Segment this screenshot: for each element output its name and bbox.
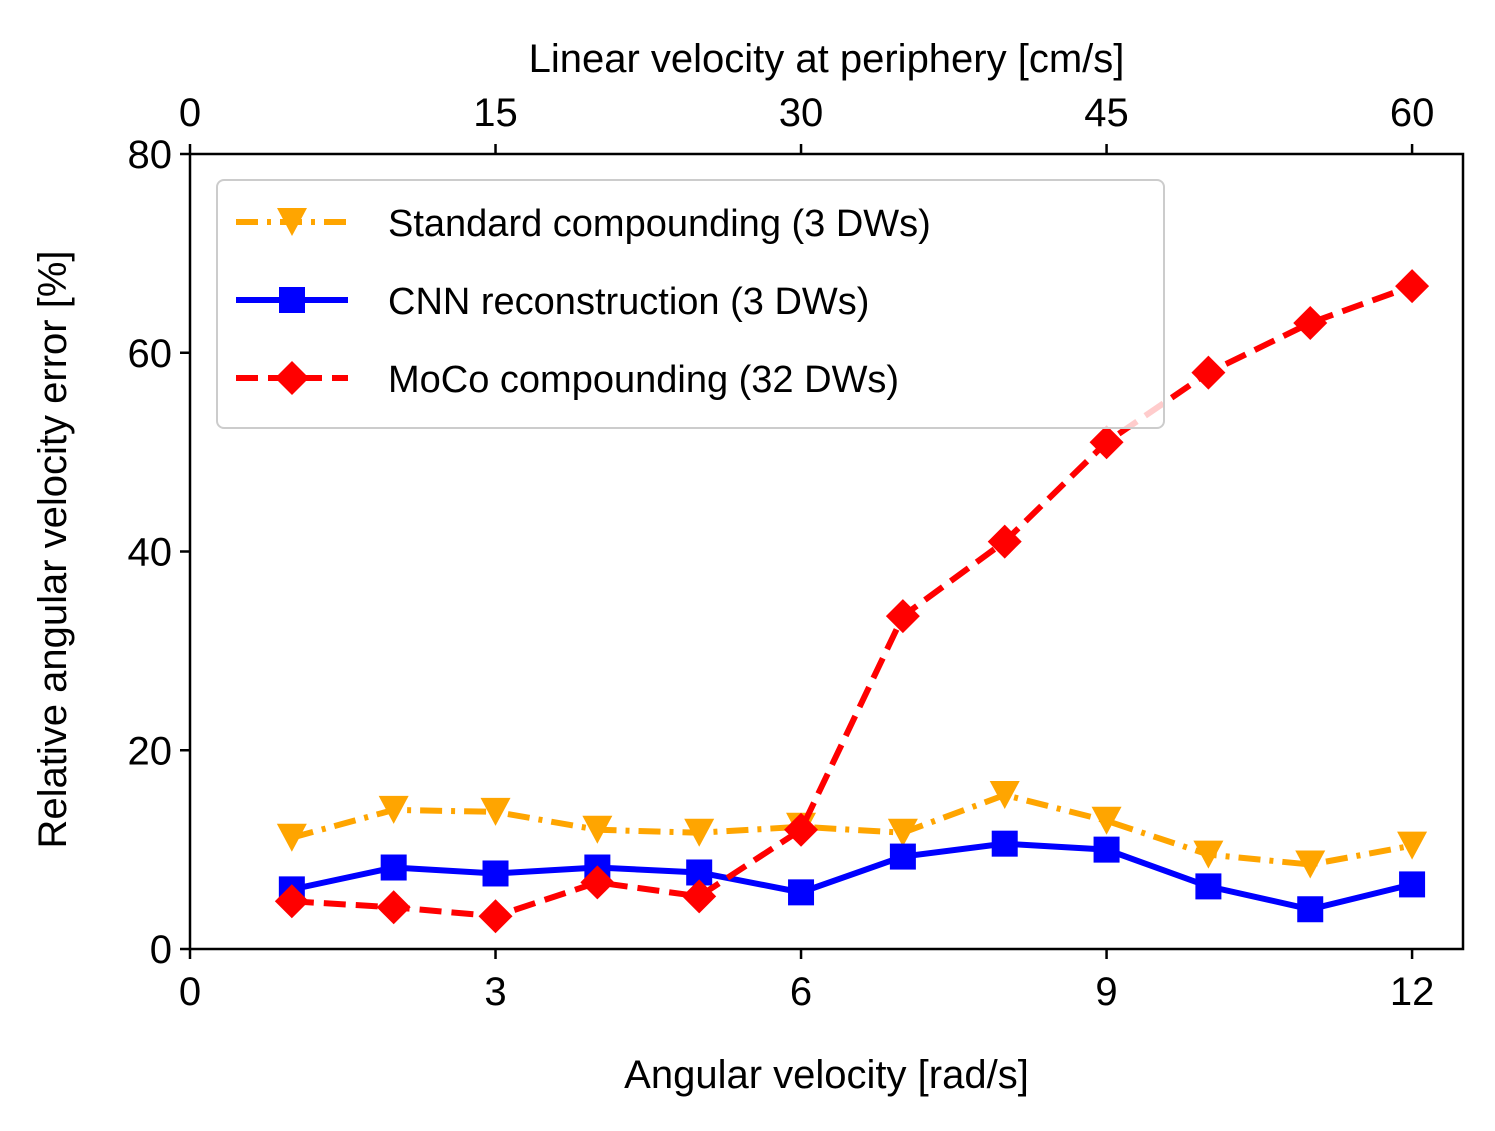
- legend-label-standard: Standard compounding (3 DWs): [388, 203, 931, 245]
- top-tick-label: 15: [473, 91, 518, 135]
- x-tick-label: 0: [179, 970, 201, 1014]
- data-point-moco: [1089, 425, 1124, 460]
- top-axis-label: Linear velocity at periphery [cm/s]: [529, 37, 1125, 81]
- data-point-standard: [480, 797, 511, 826]
- data-point-standard: [684, 818, 715, 847]
- data-point-standard: [1295, 850, 1326, 879]
- y-axis-label: Relative angular velocity error [%]: [31, 250, 75, 848]
- series-standard: [276, 780, 1428, 879]
- data-point-cnn: [482, 860, 509, 887]
- ticks-layer: 0 3 6 9 12 0 15 30 45 60 0 20 40 60 80: [128, 91, 1435, 1014]
- data-point-cnn: [380, 854, 407, 881]
- data-point-standard: [1397, 831, 1428, 860]
- x-axis-label: Angular velocity [rad/s]: [624, 1053, 1029, 1097]
- data-point-moco: [1395, 269, 1430, 304]
- series-line-cnn: [291, 840, 1413, 913]
- legend-label-moco: MoCo compounding (32 DWs): [388, 359, 899, 401]
- y-tick-label: 20: [128, 729, 173, 773]
- series-cnn: [278, 830, 1426, 923]
- top-tick-label: 0: [179, 91, 201, 135]
- data-point-cnn: [991, 830, 1018, 857]
- y-tick-label: 0: [150, 928, 172, 972]
- data-point-moco: [580, 865, 615, 900]
- legend: Standard compounding (3 DWs) CNN reconst…: [216, 179, 1165, 429]
- x-tick-label: 9: [1095, 970, 1117, 1014]
- series-layer: [274, 269, 1430, 934]
- y-tick-label: 40: [128, 531, 173, 575]
- legend-marker-shape: [277, 208, 307, 236]
- data-point-cnn: [1195, 873, 1222, 900]
- data-point-moco: [987, 524, 1022, 559]
- x-tick-label: 12: [1390, 970, 1435, 1014]
- data-point-cnn: [889, 843, 916, 870]
- series-moco: [274, 269, 1430, 934]
- legend-marker-shape: [279, 287, 305, 313]
- x-tick-label: 6: [790, 970, 812, 1014]
- data-point-moco: [274, 884, 309, 919]
- legend-marker-standard: [277, 208, 307, 236]
- data-point-standard: [887, 818, 918, 847]
- data-point-moco: [376, 890, 411, 925]
- top-tick-label: 30: [779, 91, 824, 135]
- legend-entry-cnn: CNN reconstruction (3 DWs): [236, 281, 869, 323]
- plot-frame: [188, 152, 1465, 951]
- data-point-moco: [1191, 355, 1226, 390]
- data-point-standard: [276, 823, 307, 852]
- y-tick-label: 80: [128, 133, 173, 177]
- data-point-moco: [478, 899, 513, 934]
- data-point-moco: [885, 599, 920, 634]
- data-point-cnn: [788, 879, 815, 906]
- x-tick-label: 3: [484, 970, 506, 1014]
- legend-box: [216, 179, 1165, 429]
- legend-entry-moco: MoCo compounding (32 DWs): [236, 359, 899, 401]
- data-point-standard: [1193, 840, 1224, 869]
- series-line-moco: [291, 283, 1414, 920]
- data-point-moco: [1293, 305, 1328, 340]
- legend-marker-cnn: [279, 287, 305, 313]
- data-point-moco: [784, 812, 819, 847]
- top-tick-label: 60: [1390, 91, 1435, 135]
- legend-entry-standard: Standard compounding (3 DWs): [236, 203, 931, 245]
- legend-marker-shape: [275, 361, 309, 395]
- data-point-cnn: [1297, 896, 1324, 923]
- data-point-cnn: [1093, 836, 1120, 863]
- data-point-standard: [582, 815, 613, 844]
- data-point-moco: [682, 879, 717, 914]
- data-point-cnn: [1399, 871, 1426, 898]
- top-tick-label: 45: [1084, 91, 1129, 135]
- y-tick-label: 60: [128, 332, 173, 376]
- legend-marker-moco: [275, 361, 309, 395]
- data-point-standard: [989, 780, 1020, 809]
- data-point-standard: [1091, 806, 1122, 835]
- data-point-standard: [378, 795, 409, 824]
- legend-label-cnn: CNN reconstruction (3 DWs): [388, 281, 869, 323]
- series-line-standard: [291, 791, 1413, 868]
